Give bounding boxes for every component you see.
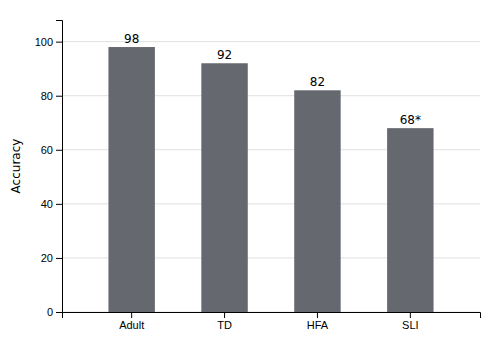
tick-mark [56, 42, 62, 43]
data-label: 68* [400, 113, 421, 127]
data-label: 92 [217, 48, 232, 62]
tick: SLI [402, 312, 419, 331]
bar [201, 63, 247, 312]
y-axis: 0 20 40 60 80 100 [35, 21, 63, 319]
tick: TD [217, 312, 232, 331]
tick-label: 60 [41, 144, 53, 156]
tick-mark [131, 312, 132, 318]
tick-label: SLI [402, 319, 419, 331]
tick-mark [56, 204, 62, 205]
tick-mark [410, 312, 411, 318]
axis-line [56, 21, 63, 313]
tick-label: TD [217, 319, 232, 331]
tick-mark [56, 150, 62, 151]
tick: 60 [41, 144, 62, 156]
chart: 0 20 40 60 80 100 Adult TD HFA SLI 98 92 82 68* Accura… [0, 0, 500, 344]
tick-label: 100 [35, 36, 53, 48]
y-axis-title: Accuracy [9, 139, 23, 194]
bar [108, 47, 154, 312]
data-labels: 98 92 82 68* [124, 32, 421, 127]
tick-label: Adult [119, 319, 144, 331]
tick-label: 40 [41, 198, 53, 210]
tick-label: 0 [47, 306, 53, 318]
tick-mark [317, 312, 318, 318]
tick-mark [56, 258, 62, 259]
x-axis: Adult TD HFA SLI [63, 312, 481, 331]
tick: 0 [47, 306, 62, 318]
data-label: 82 [310, 75, 325, 89]
tick-label: HFA [307, 319, 329, 331]
bar [387, 128, 433, 312]
tick: 40 [41, 198, 62, 210]
tick: 100 [35, 36, 62, 48]
tick-mark [56, 96, 62, 97]
plot: 0 20 40 60 80 100 Adult TD HFA SLI 98 92 82 68* [35, 21, 481, 331]
tick: 20 [41, 252, 62, 264]
grid [62, 42, 480, 312]
tick-label: 80 [41, 90, 53, 102]
tick-label: 20 [41, 252, 53, 264]
tick-mark [224, 312, 225, 318]
axis-line [63, 313, 481, 319]
bars [108, 47, 433, 312]
data-label: 98 [124, 32, 139, 46]
tick: 80 [41, 90, 62, 102]
bar [294, 90, 340, 312]
tick: HFA [307, 312, 329, 331]
tick-mark [56, 312, 62, 313]
tick: Adult [119, 312, 144, 331]
